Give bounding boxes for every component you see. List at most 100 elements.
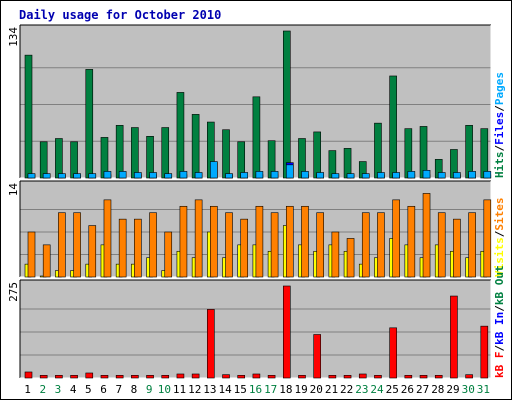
bar-sites (73, 212, 81, 278)
x-tick-label: 16 (249, 383, 262, 396)
bar-sites (407, 205, 416, 278)
bar-pages (149, 172, 157, 179)
bar-kb-f (419, 375, 428, 379)
bar-pages (270, 171, 279, 179)
bar-sites (316, 212, 324, 278)
bar-pages (392, 172, 400, 179)
x-tick-label: 19 (294, 383, 307, 396)
bar-sites (377, 212, 385, 278)
x-tick-label: 21 (325, 383, 338, 396)
bar-sites (134, 218, 142, 278)
legend-entry: Visits (493, 237, 506, 277)
x-tick-label: 10 (158, 383, 171, 396)
bar-kb-f (434, 375, 443, 379)
bar-hits (55, 138, 63, 179)
bar-hits (389, 75, 397, 179)
bar-hits (222, 129, 230, 179)
bar-pages (255, 171, 264, 179)
x-tick-label: 29 (446, 383, 459, 396)
bar-kb-f (267, 375, 276, 379)
bar-pages (453, 172, 461, 179)
legend-entry: Sites (493, 198, 506, 231)
bar-sites (422, 193, 431, 278)
bar-kb-f (465, 374, 473, 379)
legend-entry: Files (493, 112, 506, 145)
bar-kb-f (343, 375, 352, 379)
bar-kb-f (222, 374, 230, 379)
x-tick-label: 25 (386, 383, 399, 396)
y-max-label: 134 (7, 27, 20, 47)
bar-sites (225, 212, 233, 278)
legend-separator: / (493, 305, 506, 312)
bar-kb-f (161, 375, 170, 379)
bar-kb-f (176, 373, 185, 379)
legend-entry: kB Out (493, 265, 506, 305)
bar-hits (374, 122, 382, 179)
x-tick-label: 20 (310, 383, 323, 396)
x-tick-label: 27 (416, 383, 429, 396)
chart-title: Daily usage for October 2010 (19, 8, 221, 22)
x-tick-label: 11 (173, 383, 186, 396)
bar-pages (361, 173, 370, 179)
bar-pages (179, 171, 188, 179)
bar-kb-f (404, 375, 413, 379)
legend-entry: kB F (493, 352, 506, 379)
bar-sites (210, 205, 218, 278)
bar-kb-f (131, 375, 139, 379)
x-tick-label: 26 (401, 383, 414, 396)
legend-separator: / (493, 345, 506, 352)
x-tick-label: 4 (70, 383, 77, 396)
axis-legend: kB F/kB In/kB Out (493, 265, 506, 378)
bar-hits (252, 96, 261, 179)
x-tick-label: 9 (146, 383, 153, 396)
bar-kb-f (282, 285, 291, 379)
bar-hits (146, 136, 154, 179)
bar-pages (240, 172, 249, 179)
bar-sites (361, 212, 370, 278)
x-tick-label: 8 (131, 383, 138, 396)
bar-hits (161, 127, 170, 179)
bar-pages (118, 171, 127, 179)
x-tick-label: 31 (477, 383, 490, 396)
panel-background (20, 280, 491, 378)
bar-sites (270, 212, 279, 278)
bar-sites (27, 231, 36, 278)
bar-hits (465, 125, 473, 179)
bar-pages (316, 172, 324, 179)
bar-kb-f (70, 375, 78, 379)
x-tick-label: 15 (234, 383, 247, 396)
bar-sites (468, 212, 476, 278)
bar-kb-f (24, 371, 33, 379)
bar-pages (377, 172, 385, 179)
axis-legend: Visits/Sites (493, 198, 506, 278)
bar-sites (42, 244, 51, 278)
legend-entry: kB In (493, 312, 506, 345)
bar-kb-f (207, 309, 215, 379)
bar-pages (210, 161, 218, 179)
x-tick-label: 3 (55, 383, 62, 396)
bar-kb-f (298, 375, 306, 379)
bar-pages (346, 173, 355, 179)
x-tick-label: 28 (431, 383, 444, 396)
x-tick-label: 22 (340, 383, 353, 396)
bar-sites (437, 212, 446, 278)
bar-pages (134, 172, 142, 179)
bar-sites (483, 199, 492, 278)
bar-pages (27, 173, 36, 179)
bar-kb-f (450, 295, 458, 379)
bar-sites (88, 225, 97, 278)
bar-pages (285, 164, 294, 179)
bar-sites (149, 212, 157, 278)
x-axis-tick-labels: 1 2 3 4 5 6 7 8 9 10 11 12 13 14 15 16 17 18 19 20 21 22 23 24 2… (24, 383, 490, 396)
bar-kb-f (328, 375, 337, 379)
bar-sites (255, 205, 264, 278)
bar-sites (301, 205, 309, 278)
x-tick-label: 18 (279, 383, 292, 396)
bar-hits (480, 128, 489, 179)
bar-sites (58, 212, 66, 278)
y-max-label: 14 (7, 183, 20, 197)
